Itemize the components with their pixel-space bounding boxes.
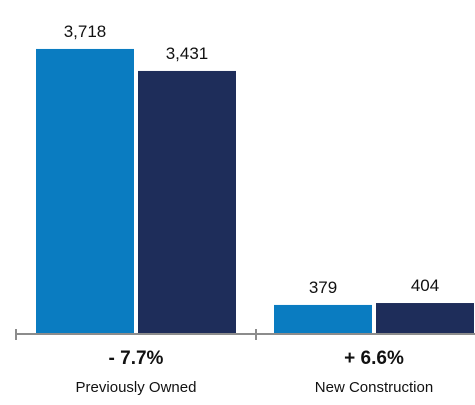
bar-new-construction-series-1 [274, 305, 372, 334]
category-label: Previously Owned [76, 379, 197, 396]
bar-previously-owned-series-1 [36, 49, 134, 334]
bars-layer [36, 49, 474, 334]
bar-previously-owned-series-2 [138, 71, 236, 334]
change-label: - 7.7% [109, 348, 164, 369]
data-label: 3,431 [166, 44, 209, 63]
data-label: 3,718 [64, 22, 107, 41]
change-label: + 6.6% [344, 348, 404, 369]
category-label: New Construction [315, 379, 433, 396]
data-label: 379 [309, 278, 337, 297]
data-label: 404 [411, 276, 439, 295]
bar-new-construction-series-2 [376, 303, 474, 334]
